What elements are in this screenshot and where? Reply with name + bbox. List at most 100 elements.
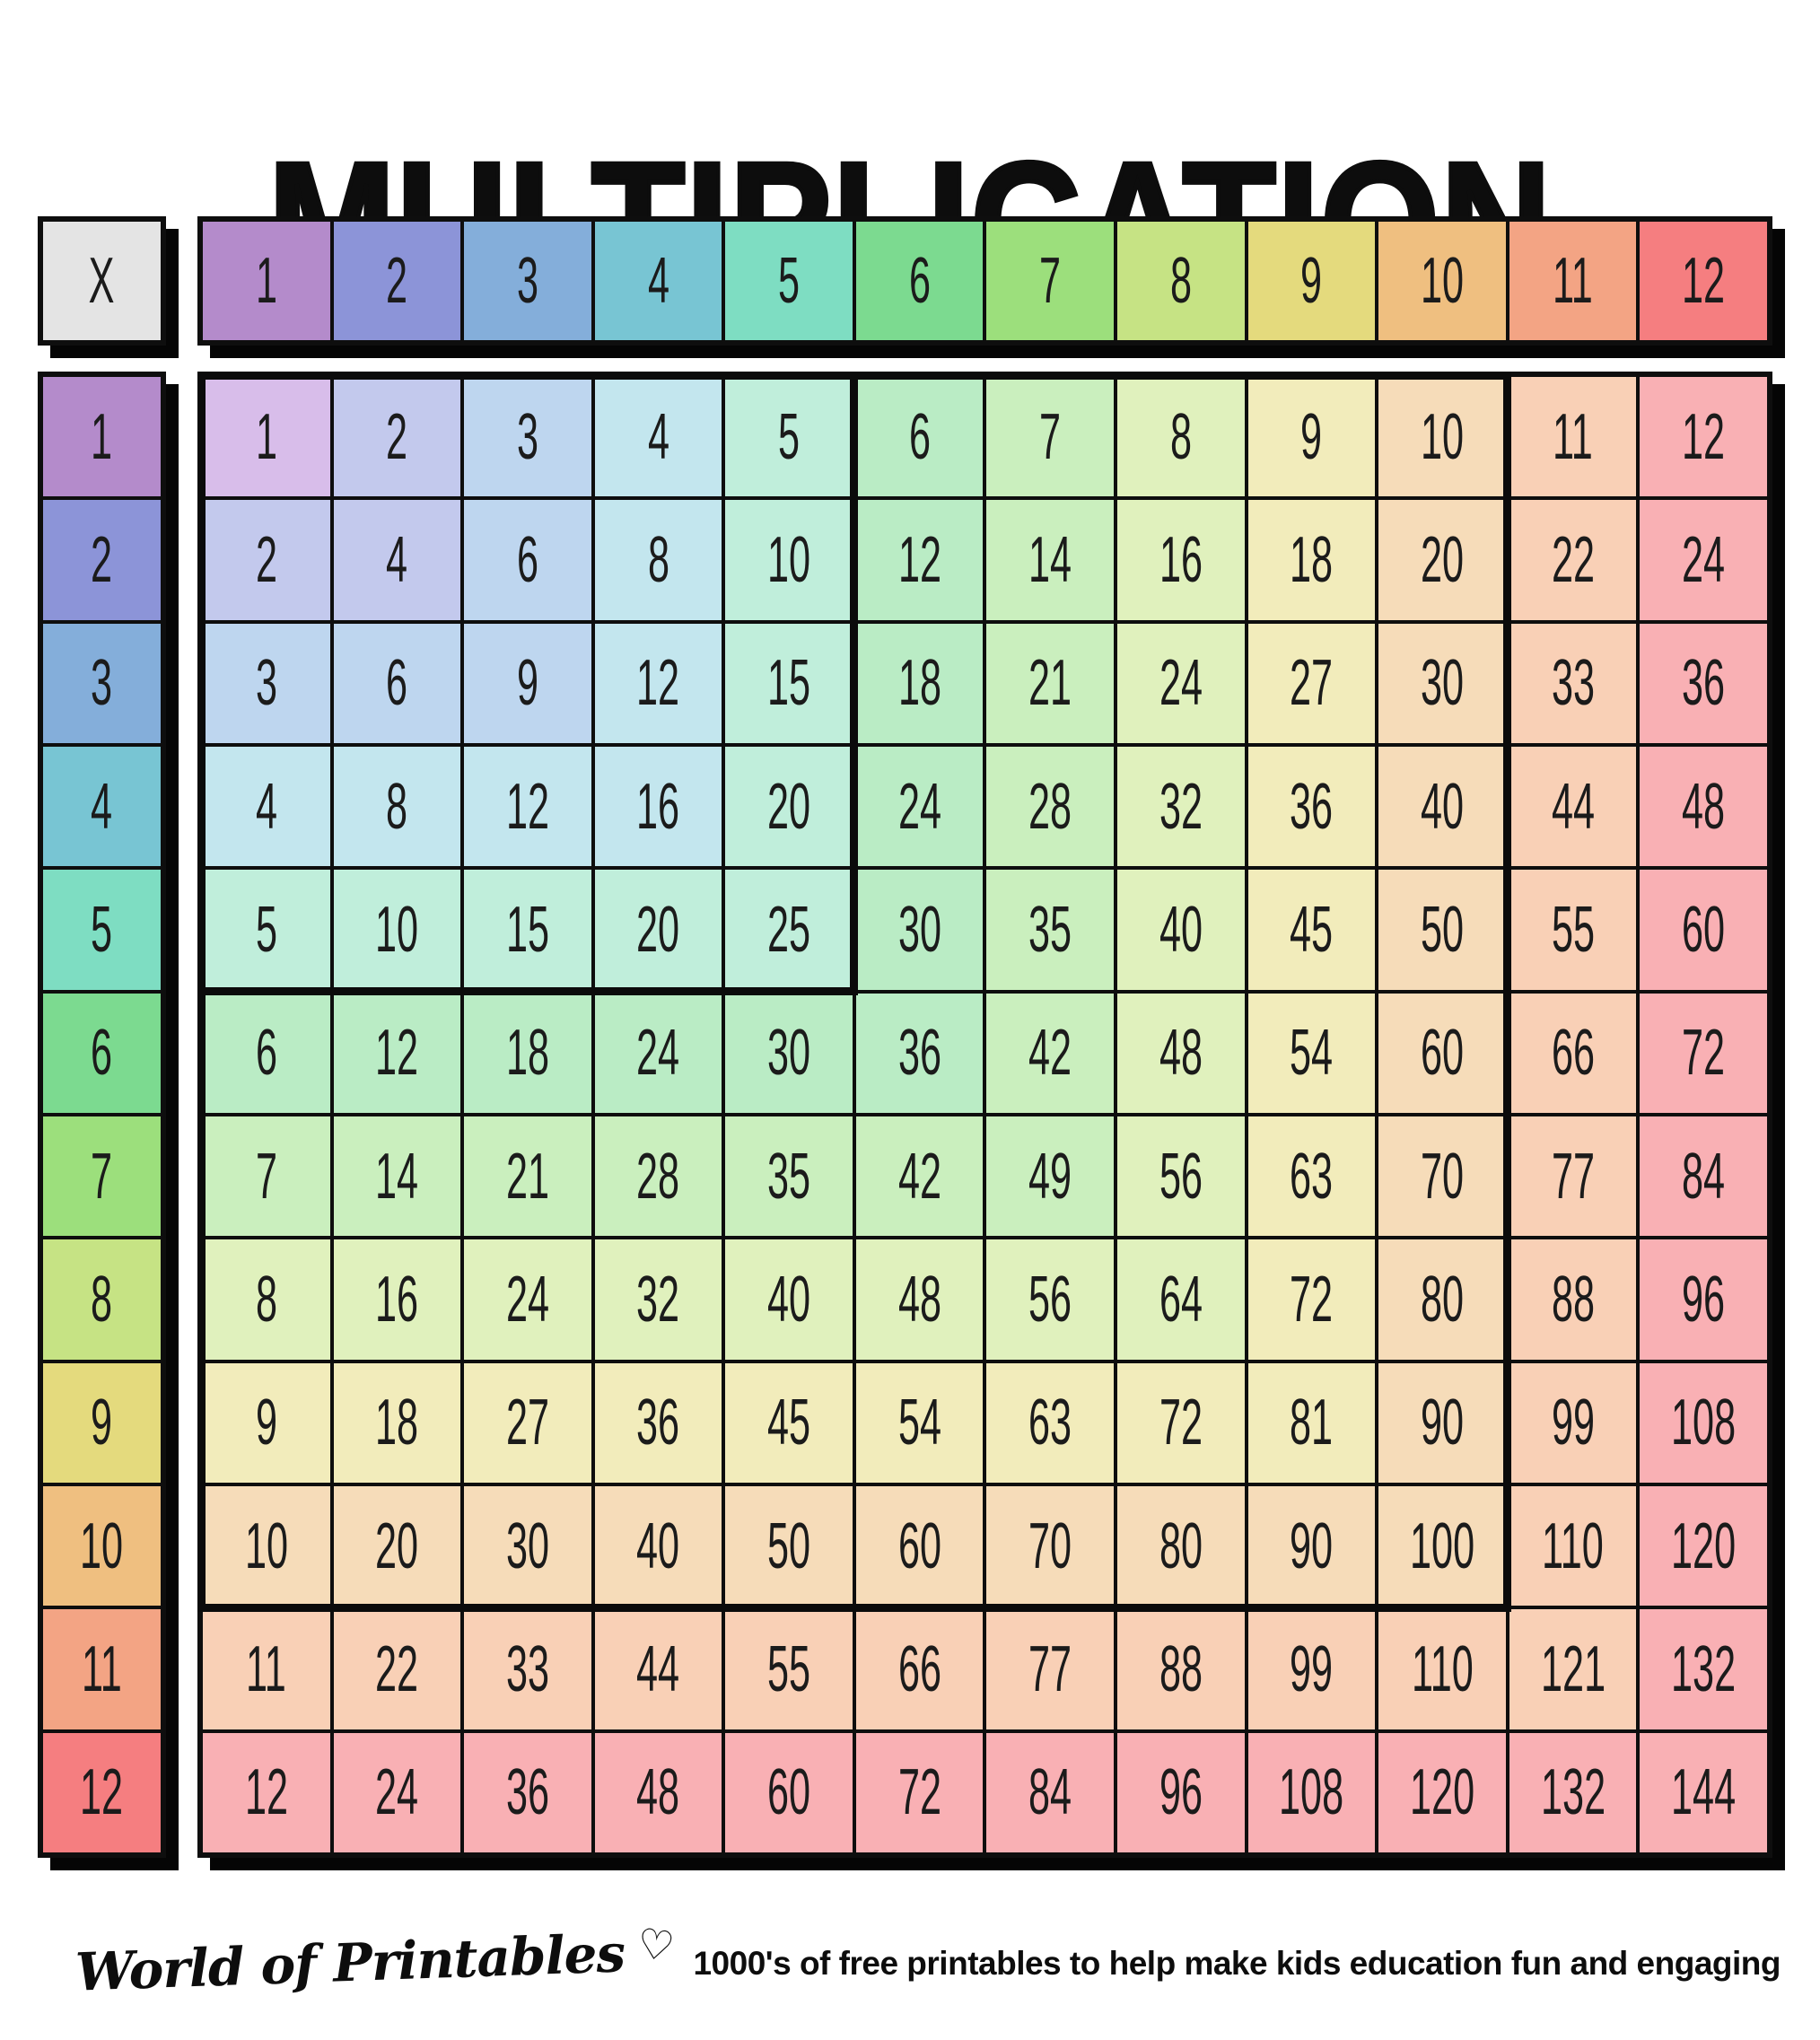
product-cell-7x2-value: 14 bbox=[375, 1140, 419, 1213]
product-cell-10x2-value: 20 bbox=[375, 1510, 419, 1582]
product-cell-3x12-value: 36 bbox=[1682, 647, 1726, 720]
product-cell-8x1-value: 8 bbox=[255, 1263, 277, 1335]
product-cell-3x12: 36 bbox=[1640, 623, 1767, 743]
col-header-cell-12: 12 bbox=[1640, 222, 1767, 340]
product-cell-8x7-value: 56 bbox=[1028, 1263, 1072, 1335]
product-cell-11x5-value: 55 bbox=[767, 1633, 811, 1705]
col-header-cell-4: 4 bbox=[594, 222, 722, 340]
product-cell-7x3-value: 21 bbox=[505, 1140, 549, 1213]
product-cell-6x10-value: 60 bbox=[1421, 1017, 1465, 1090]
product-cell-4x10: 40 bbox=[1378, 746, 1506, 867]
product-cell-5x11: 55 bbox=[1509, 870, 1637, 990]
product-cell-11x11: 121 bbox=[1509, 1609, 1637, 1729]
product-cell-2x3: 6 bbox=[464, 500, 591, 620]
product-cell-12x10: 120 bbox=[1378, 1732, 1506, 1852]
product-cell-8x12-value: 96 bbox=[1682, 1263, 1726, 1335]
product-cell-1x5: 5 bbox=[725, 377, 853, 497]
product-cell-4x8-value: 32 bbox=[1159, 770, 1203, 843]
row-header-cell-9-value: 9 bbox=[91, 1387, 113, 1459]
product-cell-6x6: 36 bbox=[855, 993, 984, 1113]
product-cell-10x4-value: 40 bbox=[636, 1510, 680, 1582]
col-header-cell-11-value: 11 bbox=[1553, 245, 1594, 317]
product-cell-7x12-value: 84 bbox=[1682, 1140, 1726, 1213]
heart-icon: ♡ bbox=[634, 1919, 678, 1971]
product-cell-12x3-value: 36 bbox=[505, 1756, 549, 1829]
product-cell-1x10: 10 bbox=[1378, 377, 1506, 497]
product-cell-3x11: 33 bbox=[1509, 623, 1637, 743]
product-cell-4x11-value: 44 bbox=[1551, 770, 1595, 843]
product-cell-6x2: 12 bbox=[333, 993, 461, 1113]
product-cell-7x7: 49 bbox=[986, 1116, 1115, 1237]
product-cell-4x2: 8 bbox=[333, 746, 461, 867]
product-cell-9x3-value: 27 bbox=[505, 1387, 549, 1459]
product-cell-6x6-value: 36 bbox=[897, 1017, 941, 1090]
product-cell-7x9-value: 63 bbox=[1290, 1140, 1334, 1213]
product-cell-7x5: 35 bbox=[725, 1116, 853, 1237]
product-cell-2x12-value: 24 bbox=[1682, 523, 1726, 596]
product-cell-2x5: 10 bbox=[725, 500, 853, 620]
product-cell-4x6-value: 24 bbox=[897, 770, 941, 843]
product-cell-6x8: 48 bbox=[1117, 993, 1245, 1113]
product-cell-6x4: 24 bbox=[594, 993, 722, 1113]
product-cell-8x9: 72 bbox=[1247, 1239, 1376, 1360]
product-cell-7x11-value: 77 bbox=[1551, 1140, 1595, 1213]
product-cell-7x8: 56 bbox=[1117, 1116, 1245, 1237]
product-cell-7x6: 42 bbox=[855, 1116, 984, 1237]
product-cell-7x9: 63 bbox=[1247, 1116, 1376, 1237]
product-cell-4x7-value: 28 bbox=[1028, 770, 1072, 843]
product-cell-4x9: 36 bbox=[1247, 746, 1376, 867]
col-header-cell-4-value: 4 bbox=[647, 245, 669, 317]
product-cell-5x3: 15 bbox=[464, 870, 591, 990]
product-cell-6x4-value: 24 bbox=[636, 1017, 680, 1090]
product-cell-10x8: 80 bbox=[1117, 1485, 1245, 1607]
product-cell-11x10-value: 110 bbox=[1411, 1633, 1474, 1705]
product-cell-5x4: 20 bbox=[594, 870, 722, 990]
product-cell-3x8: 24 bbox=[1117, 623, 1245, 743]
product-cell-3x10: 30 bbox=[1378, 623, 1506, 743]
product-cell-5x6: 30 bbox=[855, 870, 984, 990]
row-header-cell-10: 10 bbox=[43, 1485, 161, 1607]
product-cell-7x4-value: 28 bbox=[636, 1140, 680, 1213]
product-cell-9x6-value: 54 bbox=[897, 1387, 941, 1459]
col-header-cell-5-value: 5 bbox=[778, 245, 801, 317]
product-cell-11x7-value: 77 bbox=[1028, 1633, 1072, 1705]
product-cell-10x12-value: 120 bbox=[1671, 1510, 1737, 1582]
product-cell-7x1: 7 bbox=[203, 1116, 330, 1237]
col-header-cell-2-value: 2 bbox=[386, 245, 408, 317]
product-cell-4x6: 24 bbox=[855, 746, 984, 867]
product-cell-9x1: 9 bbox=[203, 1362, 330, 1483]
product-cell-10x5-value: 50 bbox=[767, 1510, 811, 1582]
product-cell-5x5-value: 25 bbox=[767, 893, 811, 966]
product-cell-10x10: 100 bbox=[1378, 1485, 1506, 1607]
product-cell-12x1-value: 12 bbox=[244, 1756, 288, 1829]
product-cell-2x1-value: 2 bbox=[255, 523, 277, 596]
product-cell-11x1-value: 11 bbox=[246, 1633, 287, 1705]
row-header-cell-5: 5 bbox=[43, 870, 161, 990]
col-header-cell-8-value: 8 bbox=[1169, 245, 1192, 317]
product-cell-12x8: 96 bbox=[1117, 1732, 1245, 1852]
product-cell-8x6-value: 48 bbox=[897, 1263, 941, 1335]
product-cell-10x9: 90 bbox=[1247, 1485, 1376, 1607]
product-cell-5x12-value: 60 bbox=[1682, 893, 1726, 966]
product-cell-11x6: 66 bbox=[855, 1609, 984, 1729]
product-cell-10x3: 30 bbox=[464, 1485, 591, 1607]
product-cell-1x7-value: 7 bbox=[1039, 400, 1062, 473]
product-cell-6x12-value: 72 bbox=[1682, 1017, 1726, 1090]
product-cell-2x6: 12 bbox=[855, 500, 984, 620]
row-header-cell-10-value: 10 bbox=[80, 1510, 124, 1582]
row-header-cell-3-value: 3 bbox=[91, 647, 113, 720]
product-cell-6x12: 72 bbox=[1640, 993, 1767, 1113]
product-cell-9x4-value: 36 bbox=[636, 1387, 680, 1459]
product-cell-2x3-value: 6 bbox=[516, 523, 538, 596]
product-cell-11x1: 11 bbox=[203, 1609, 330, 1729]
product-cell-5x5: 25 bbox=[725, 870, 853, 990]
product-cell-12x1: 12 bbox=[203, 1732, 330, 1852]
product-cell-11x6-value: 66 bbox=[897, 1633, 941, 1705]
product-cell-10x1: 10 bbox=[203, 1485, 330, 1607]
product-cell-3x4: 12 bbox=[594, 623, 722, 743]
col-header-cell-1-value: 1 bbox=[255, 245, 277, 317]
product-cell-1x8-value: 8 bbox=[1169, 400, 1192, 473]
product-cell-5x9: 45 bbox=[1247, 870, 1376, 990]
product-cell-10x11-value: 110 bbox=[1542, 1510, 1605, 1582]
product-cell-10x7-value: 70 bbox=[1028, 1510, 1072, 1582]
